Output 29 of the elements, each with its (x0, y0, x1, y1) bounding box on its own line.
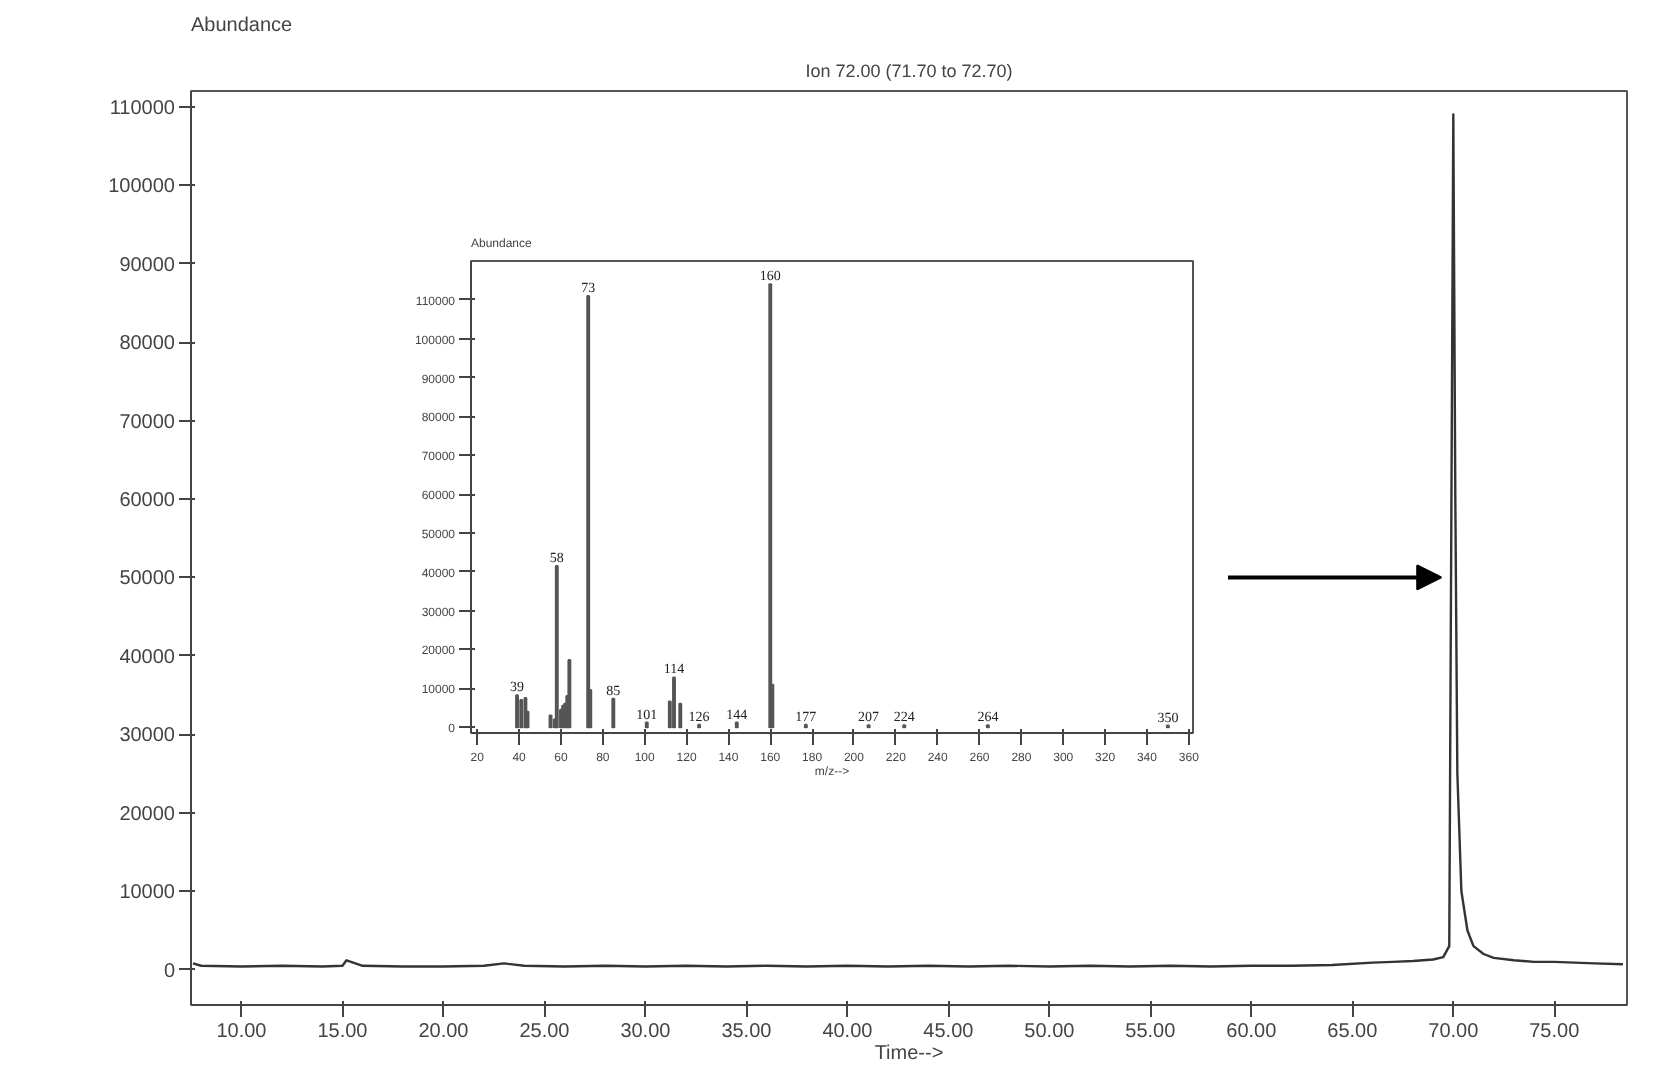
y-tick-label: 50000 (119, 568, 176, 591)
x-tick-label: 40.00 (822, 1021, 874, 1043)
x-tick-label: 30.00 (620, 1021, 672, 1043)
x-tick-label: 65.00 (1327, 1021, 1379, 1043)
y-tick-label: 0 (163, 960, 176, 983)
y-tick-label: 60000 (119, 489, 176, 512)
x-tick-label: 45.00 (923, 1021, 975, 1043)
x-tick-label: 50.00 (1024, 1021, 1076, 1043)
y-tick-label: 30000 (119, 725, 176, 748)
y-tick-label: 80000 (119, 333, 176, 356)
x-axis-title: Time--> (874, 1043, 944, 1065)
y-axis-title: Abundance (191, 15, 294, 37)
y-tick-label: 10000 (119, 882, 176, 905)
y-tick-label: 70000 (119, 411, 176, 434)
y-tick-label: 110000 (109, 97, 176, 120)
x-tick-label: 10.00 (216, 1021, 268, 1043)
x-tick-label: 35.00 (721, 1021, 773, 1043)
x-tick-label: 25.00 (519, 1021, 571, 1043)
x-tick-label: 75.00 (1529, 1021, 1581, 1043)
y-tick-label: 100000 (108, 176, 176, 199)
x-tick-label: 70.00 (1428, 1021, 1480, 1043)
y-tick-label: 90000 (119, 254, 176, 277)
x-tick-label: 60.00 (1226, 1021, 1278, 1043)
x-tick-label: 55.00 (1125, 1021, 1177, 1043)
y-tick-label: 20000 (119, 803, 176, 826)
x-tick-label: 15.00 (317, 1021, 369, 1043)
x-tick-label: 20.00 (418, 1021, 470, 1043)
chart-title: Ion 72.00 (71.70 to 72.70) (805, 61, 1013, 81)
y-tick-label: 40000 (119, 646, 176, 669)
